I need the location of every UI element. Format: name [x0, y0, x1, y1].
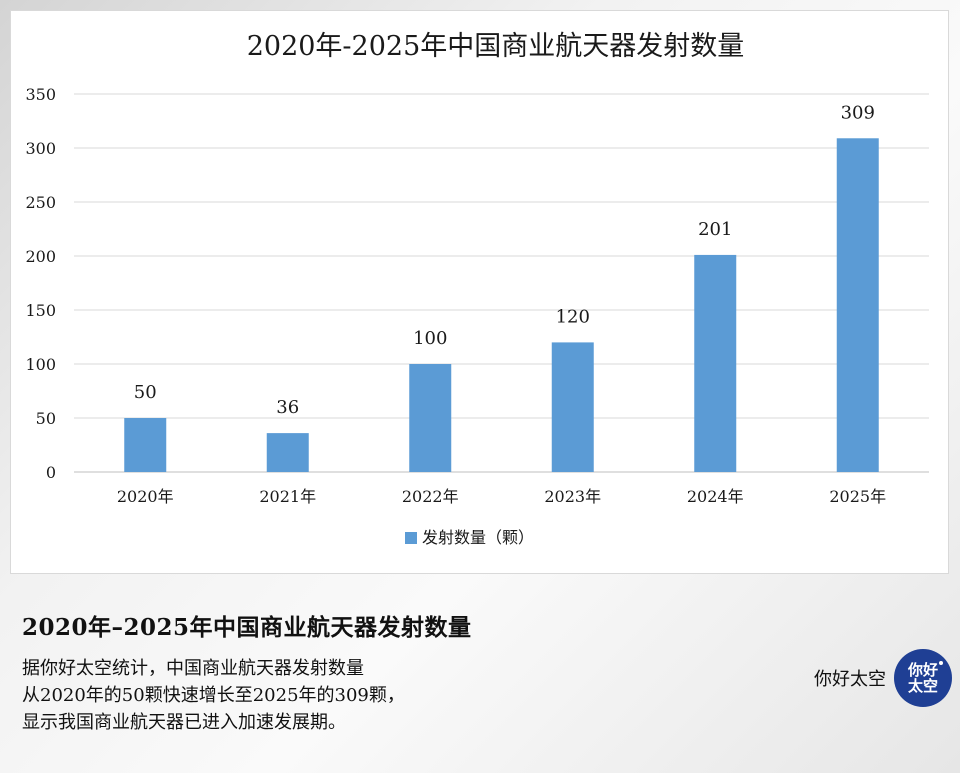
caption-title: 2020年–2025年中国商业航天器发射数量 — [22, 614, 472, 641]
bar — [694, 254, 737, 472]
data-label: 201 — [698, 219, 732, 240]
y-tick-label: 0 — [46, 463, 56, 482]
legend-label: 发射数量（颗） — [422, 528, 534, 547]
brand-name: 你好太空 — [814, 669, 886, 690]
x-tick-label: 2021年 — [259, 487, 316, 506]
x-tick-label: 2024年 — [687, 487, 744, 506]
brand-logo-text-bottom: 太空 — [907, 677, 938, 695]
legend-swatch — [405, 532, 417, 544]
bar — [409, 364, 452, 472]
brand-logo-dot — [939, 661, 943, 665]
bar — [124, 418, 167, 472]
y-tick-label: 350 — [25, 85, 56, 104]
data-label: 36 — [276, 397, 299, 418]
y-tick-label: 50 — [36, 409, 56, 428]
y-tick-label: 250 — [25, 193, 56, 212]
data-label: 309 — [841, 102, 875, 123]
brand-logo-icon: 你好 太空 — [894, 649, 952, 707]
brand-logo-text-top: 你好 — [907, 661, 938, 679]
x-tick-label: 2020年 — [117, 487, 174, 506]
x-tick-label: 2025年 — [829, 487, 886, 506]
caption-body: 据你好太空统计，中国商业航天器发射数量 从2020年的50颗快速增长至2025年… — [22, 655, 492, 736]
y-tick-label: 300 — [25, 139, 56, 158]
caption-line: 据你好太空统计，中国商业航天器发射数量 — [22, 658, 364, 679]
x-tick-label: 2022年 — [402, 487, 459, 506]
data-label: 120 — [556, 306, 590, 327]
chart-title: 2020年-2025年中国商业航天器发射数量 — [247, 31, 745, 62]
data-label: 100 — [413, 328, 447, 349]
caption-line: 显示我国商业航天器已进入加速发展期。 — [22, 712, 346, 733]
bar — [836, 138, 879, 472]
y-tick-label: 100 — [25, 355, 56, 374]
data-label: 50 — [134, 382, 157, 403]
brand: 你好太空 你好 太空 — [814, 648, 952, 708]
bar-chart: 2020年-2025年中国商业航天器发射数量 0 50 100 150 200 250 300… — [25, 31, 929, 547]
bar — [551, 342, 594, 472]
y-tick-label: 200 — [25, 247, 56, 266]
y-tick-label: 150 — [25, 301, 56, 320]
caption-line: 从2020年的50颗快速增长至2025年的309颗， — [22, 685, 405, 706]
bar — [266, 433, 309, 472]
x-tick-label: 2023年 — [544, 487, 601, 506]
chart-card: 2020年-2025年中国商业航天器发射数量 0 50 100 150 200 250 300… — [10, 10, 949, 574]
